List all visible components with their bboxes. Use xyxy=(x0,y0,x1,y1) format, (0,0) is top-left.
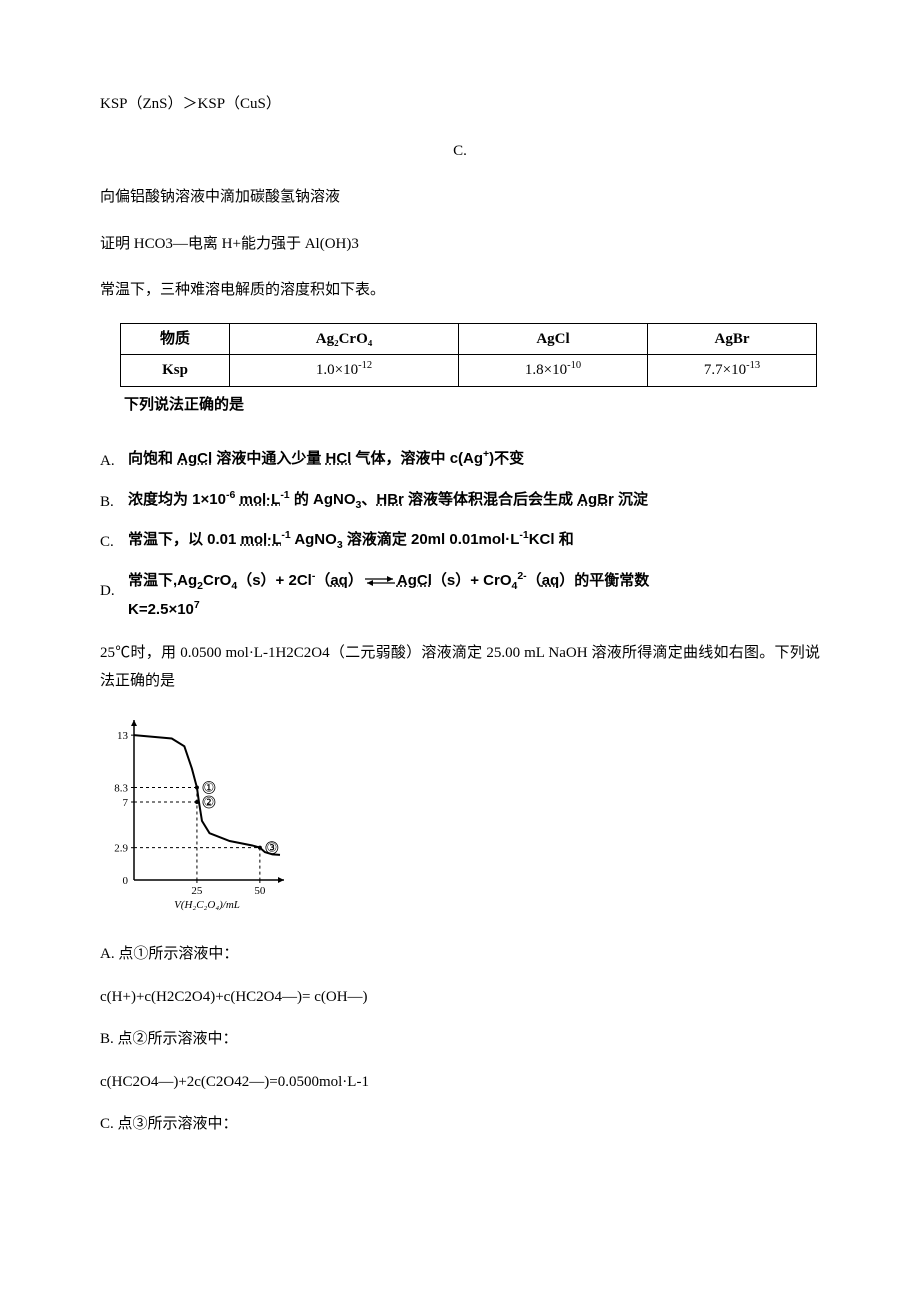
option2-b-body: c(HC2O4—)+2c(C2O42—)=0.0500mol·L-1 xyxy=(100,1068,820,1097)
option-d-line1: 常温下,Ag2CrO4（s）+ 2Cl-（aq）AgCl（s）+ CrO42-（… xyxy=(128,567,820,597)
svg-text:③: ③ xyxy=(266,841,277,855)
option2-a-head: A. 点①所示溶液中： xyxy=(100,940,820,969)
svg-text:7: 7 xyxy=(123,797,129,809)
option2-c-head: C. 点③所示溶液中： xyxy=(100,1110,820,1139)
below-table-statement: 下列说法正确的是 xyxy=(124,391,820,420)
option-c-label: C. xyxy=(100,526,128,557)
svg-text:50: 50 xyxy=(254,885,265,897)
svg-text:V(H₂C₂O₄)/mL: V(H₂C₂O₄)/mL xyxy=(174,899,240,911)
svg-text:0: 0 xyxy=(123,875,129,887)
option-b: B. 浓度均为 1×10-6 mol·L-1 的 AgNO3、HBr 溶液等体积… xyxy=(100,486,820,517)
text-exp-2: 证明 HCO3—电离 H+能力强于 Al(OH)3 xyxy=(100,230,820,259)
option-a: A. 向饱和 AgCl 溶液中通入少量 HCl 气体，溶液中 c(Ag+)不变 xyxy=(100,445,820,476)
svg-text:25: 25 xyxy=(191,885,203,897)
option2-a-body: c(H+)+c(H2C2O4)+c(HC2O4—)= c(OH—) xyxy=(100,983,820,1012)
option-b-label: B. xyxy=(100,486,128,517)
option-d-body: 常温下,Ag2CrO4（s）+ 2Cl-（aq）AgCl（s）+ CrO42-（… xyxy=(128,567,820,625)
option-a-body: 向饱和 AgCl 溶液中通入少量 HCl 气体，溶液中 c(Ag+)不变 xyxy=(128,445,820,474)
svg-text:②: ② xyxy=(204,795,215,809)
text-table-intro: 常温下，三种难溶电解质的溶度积如下表。 xyxy=(100,276,820,305)
option-d: D. 常温下,Ag2CrO4（s）+ 2Cl-（aq）AgCl（s）+ CrO4… xyxy=(100,567,820,625)
svg-text:8.3: 8.3 xyxy=(114,782,128,794)
option-d-label: D. xyxy=(100,567,128,606)
center-label-c: C. xyxy=(100,137,820,166)
text-ksp-compare: KSP（ZnS）＞KSP（CuS） xyxy=(100,90,820,119)
option-d-line2: K=2.5×107 xyxy=(128,596,820,625)
page: KSP（ZnS）＞KSP（CuS） C. 向偏铝酸钠溶液中滴加碳酸氢钠溶液 证明… xyxy=(0,0,920,1302)
titration-chart: 02.978.3132550123①②③V(H₂C₂O₄)/mL xyxy=(100,714,820,925)
option2-b-head: B. 点②所示溶液中： xyxy=(100,1025,820,1054)
option-c: C. 常温下，以 0.01 mol·L-1 AgNO3 溶液滴定 20ml 0.… xyxy=(100,526,820,557)
svg-text:①: ① xyxy=(204,780,215,794)
option-c-body: 常温下，以 0.01 mol·L-1 AgNO3 溶液滴定 20ml 0.01m… xyxy=(128,526,820,556)
option-b-body: 浓度均为 1×10-6 mol·L-1 的 AgNO3、HBr 溶液等体积混合后… xyxy=(128,486,820,516)
option-a-label: A. xyxy=(100,445,128,476)
svg-text:2.9: 2.9 xyxy=(114,843,128,855)
titration-intro: 25℃时，用 0.0500 mol·L-1H2C2O4（二元弱酸）溶液滴定 25… xyxy=(100,639,820,696)
text-exp-1: 向偏铝酸钠溶液中滴加碳酸氢钠溶液 xyxy=(100,183,820,212)
titration-svg: 02.978.3132550123①②③V(H₂C₂O₄)/mL xyxy=(100,714,290,914)
ksp-table: 物质Ag₂CrO₄AgClAgBrKsp1.0×10-121.8×10-107.… xyxy=(120,323,817,387)
svg-text:13: 13 xyxy=(117,730,129,742)
